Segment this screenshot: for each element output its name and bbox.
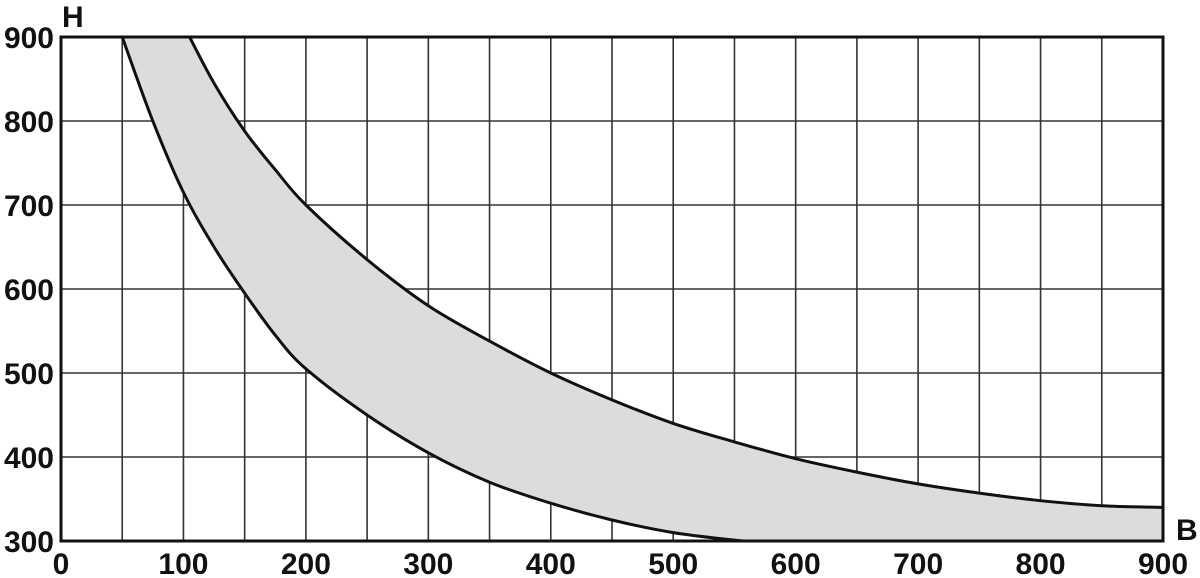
y-axis-label: H <box>62 1 84 34</box>
upper-curve <box>188 36 1164 509</box>
x-tick-labels: 0 100 200 300 400 500 600 700 800 900 <box>53 548 1188 578</box>
x-tick-label: 100 <box>158 548 208 578</box>
y-tick-label: 300 <box>4 526 54 559</box>
x-tick-label: 800 <box>1016 548 1066 578</box>
curves <box>120 36 1164 543</box>
shaded-band <box>122 37 1164 542</box>
y-tick-label: 700 <box>4 190 54 223</box>
lower-curve <box>120 36 747 543</box>
x-tick-label: 900 <box>1138 548 1188 578</box>
y-tick-label: 400 <box>4 442 54 475</box>
y-tick-label: 500 <box>4 358 54 391</box>
plot-frame <box>59 35 1165 543</box>
x-tick-label: 200 <box>281 548 331 578</box>
x-tick-label: 700 <box>893 548 943 578</box>
x-tick-label: 0 <box>53 548 70 578</box>
x-axis-label: B <box>1176 514 1198 547</box>
x-tick-label: 400 <box>526 548 576 578</box>
y-tick-label: 900 <box>4 22 54 55</box>
y-tick-labels: 300 400 500 600 700 800 900 <box>4 22 54 559</box>
x-tick-label: 300 <box>403 548 453 578</box>
x-tick-label: 500 <box>648 548 698 578</box>
y-tick-label: 800 <box>4 106 54 139</box>
x-tick-label: 600 <box>771 548 821 578</box>
y-tick-label: 600 <box>4 274 54 307</box>
